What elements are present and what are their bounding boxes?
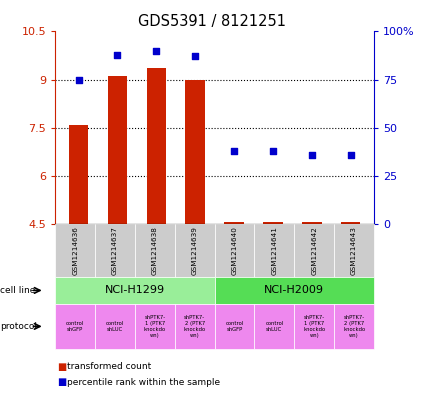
Text: NCI-H1299: NCI-H1299: [105, 285, 165, 296]
Text: GSM1214638: GSM1214638: [152, 226, 158, 275]
Text: protocol: protocol: [0, 322, 37, 331]
Text: control
shGFP: control shGFP: [225, 321, 244, 332]
Point: [75, 76, 82, 83]
Text: control
shGFP: control shGFP: [66, 321, 84, 332]
Text: control
shLUC: control shLUC: [106, 321, 124, 332]
Bar: [263, 222, 283, 224]
Point: [114, 51, 121, 58]
Point: [309, 152, 315, 158]
Point: [192, 53, 198, 60]
Text: ■: ■: [57, 362, 67, 372]
Text: GSM1214637: GSM1214637: [112, 226, 118, 275]
Text: percentile rank within the sample: percentile rank within the sample: [67, 378, 220, 387]
Bar: [341, 222, 360, 224]
Text: cell line: cell line: [0, 286, 36, 295]
Text: shPTK7-
2 (PTK7
knockdo
wn): shPTK7- 2 (PTK7 knockdo wn): [184, 315, 206, 338]
Point: [153, 48, 160, 54]
Point: [347, 152, 354, 158]
Text: GSM1214640: GSM1214640: [232, 226, 238, 275]
Bar: [185, 79, 205, 224]
Text: GSM1214643: GSM1214643: [351, 226, 357, 275]
Text: shPTK7-
1 (PTK7
knockdo
wn): shPTK7- 1 (PTK7 knockdo wn): [303, 315, 325, 338]
Text: ■: ■: [57, 377, 67, 387]
Text: GSM1214641: GSM1214641: [272, 226, 278, 275]
Text: transformed count: transformed count: [67, 362, 151, 371]
Point: [269, 148, 276, 154]
Bar: [302, 222, 322, 224]
Text: GSM1214639: GSM1214639: [192, 226, 198, 275]
Point: [231, 148, 238, 154]
Text: GDS5391 / 8121251: GDS5391 / 8121251: [139, 14, 286, 29]
Text: GSM1214636: GSM1214636: [72, 226, 78, 275]
Bar: [69, 125, 88, 224]
Bar: [108, 76, 127, 224]
Bar: [147, 68, 166, 224]
Text: shPTK7-
2 (PTK7
knockdo
wn): shPTK7- 2 (PTK7 knockdo wn): [343, 315, 365, 338]
Bar: [224, 222, 244, 224]
Text: GSM1214642: GSM1214642: [311, 226, 317, 275]
Text: control
shLUC: control shLUC: [265, 321, 283, 332]
Text: NCI-H2009: NCI-H2009: [264, 285, 324, 296]
Text: shPTK7-
1 (PTK7
knockdo
wn): shPTK7- 1 (PTK7 knockdo wn): [144, 315, 166, 338]
